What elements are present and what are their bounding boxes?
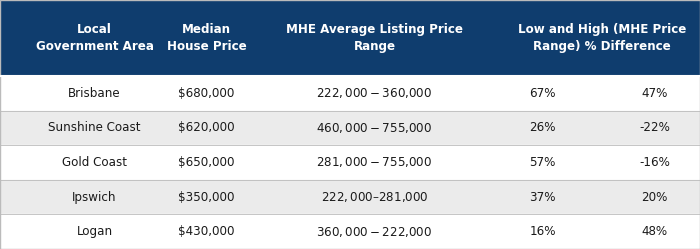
Bar [0,111,700,145]
Text: $222,000 - $360,000: $222,000 - $360,000 [316,86,433,100]
Bar [0,0,700,76]
Text: 16%: 16% [529,225,556,238]
Text: 26%: 26% [529,121,556,134]
Bar [0,76,700,111]
Text: $360,000 - $222,000: $360,000 - $222,000 [316,225,433,239]
Text: -16%: -16% [639,156,670,169]
Text: Gold Coast: Gold Coast [62,156,127,169]
Text: $460,000 - $755,000: $460,000 - $755,000 [316,121,433,135]
Bar [0,145,700,180]
Text: $620,000: $620,000 [178,121,234,134]
Text: Logan: Logan [76,225,113,238]
Text: 37%: 37% [529,190,556,204]
Text: Local
Government Area: Local Government Area [36,23,153,53]
Text: 20%: 20% [641,190,668,204]
Text: Brisbane: Brisbane [68,87,121,100]
Text: $650,000: $650,000 [178,156,234,169]
Text: $430,000: $430,000 [178,225,234,238]
Text: -22%: -22% [639,121,670,134]
Text: $222,000 – $281,000: $222,000 – $281,000 [321,190,428,204]
Bar [0,180,700,214]
Text: $680,000: $680,000 [178,87,234,100]
Text: Sunshine Coast: Sunshine Coast [48,121,141,134]
Text: 48%: 48% [641,225,668,238]
Text: Ipswich: Ipswich [72,190,117,204]
Text: Low and High (MHE Price
Range) % Difference: Low and High (MHE Price Range) % Differe… [518,23,686,53]
Text: $281,000 - $755,000: $281,000 - $755,000 [316,155,433,170]
Text: MHE Average Listing Price
Range: MHE Average Listing Price Range [286,23,463,53]
Text: Median
House Price: Median House Price [167,23,246,53]
Text: 47%: 47% [641,87,668,100]
Text: $350,000: $350,000 [178,190,234,204]
Bar [0,214,700,249]
Text: 57%: 57% [529,156,556,169]
Text: 67%: 67% [529,87,556,100]
